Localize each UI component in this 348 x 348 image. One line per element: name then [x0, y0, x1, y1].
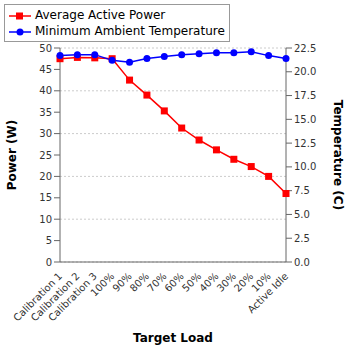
svg-text:Calibration 3: Calibration 3 — [46, 270, 99, 323]
html-text:Average Active Power: Average Active Power — [35, 8, 166, 22]
svg-text:2.5: 2.5 — [294, 233, 310, 244]
svg-text:15: 15 — [39, 192, 52, 203]
svg-text:90%: 90% — [110, 270, 134, 294]
svg-text:50%: 50% — [179, 270, 204, 294]
svg-text:22.5: 22.5 — [294, 43, 316, 54]
svg-text:30%: 30% — [214, 270, 239, 294]
svg-text:50: 50 — [39, 43, 52, 54]
svg-text:80%: 80% — [127, 270, 152, 294]
svg-text:100%: 100% — [88, 270, 117, 299]
svg-text:10%: 10% — [249, 270, 273, 294]
svg-text:25: 25 — [39, 150, 52, 161]
svg-text:10.0: 10.0 — [294, 161, 316, 172]
svg-text:7.5: 7.5 — [294, 185, 310, 196]
svg-text:5.0: 5.0 — [294, 209, 310, 220]
svg-text:Target Load: Target Load — [133, 331, 213, 345]
svg-text:10: 10 — [39, 214, 52, 225]
svg-text:40: 40 — [39, 85, 52, 96]
svg-text:60%: 60% — [162, 270, 186, 294]
svg-text:70%: 70% — [145, 270, 169, 294]
svg-text:20%: 20% — [232, 270, 256, 294]
svg-text:17.5: 17.5 — [294, 90, 316, 101]
svg-text:Power (W): Power (W) — [8, 120, 19, 191]
svg-text:30: 30 — [39, 128, 52, 139]
svg-text:Active Idle: Active Idle — [245, 270, 290, 315]
svg-text:Temperature (C): Temperature (C) — [331, 100, 340, 210]
svg-text:5: 5 — [46, 235, 52, 246]
svg-text:0.0: 0.0 — [294, 257, 310, 268]
svg-text:15.0: 15.0 — [294, 114, 316, 125]
svg-text:45: 45 — [39, 64, 52, 75]
svg-text:Calibration 1: Calibration 1 — [11, 270, 65, 324]
svg-text:Calibration 2: Calibration 2 — [28, 270, 82, 324]
svg-text:0: 0 — [46, 257, 52, 268]
svg-text:12.5: 12.5 — [294, 138, 316, 149]
svg-text:20.0: 20.0 — [294, 66, 316, 77]
html-text:Minimum Ambient Temperature: Minimum Ambient Temperature — [35, 24, 225, 38]
svg-text:35: 35 — [39, 107, 52, 118]
svg-text:20: 20 — [39, 171, 52, 182]
svg-text:40%: 40% — [197, 270, 221, 294]
